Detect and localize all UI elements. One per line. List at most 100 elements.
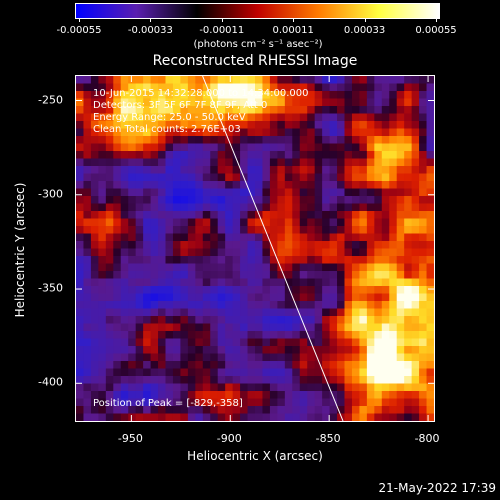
heatmap-cell xyxy=(396,346,405,355)
heatmap-cell xyxy=(262,346,271,355)
heatmap-cell xyxy=(202,301,211,310)
heatmap-cell xyxy=(381,241,390,250)
heatmap-cell xyxy=(381,233,390,242)
heatmap-cell xyxy=(322,316,331,325)
heatmap-cell xyxy=(374,226,383,235)
heatmap-cell xyxy=(396,323,405,332)
heatmap-cell xyxy=(337,376,346,385)
heatmap-cell xyxy=(284,128,293,137)
heatmap-cell xyxy=(359,218,368,227)
heatmap-cell xyxy=(150,158,159,167)
peak-position-label: Position of Peak = [-829,-358] xyxy=(93,398,243,409)
heatmap-cell xyxy=(366,398,375,407)
heatmap-cell xyxy=(329,173,338,182)
heatmap-cell xyxy=(389,263,398,272)
heatmap-cell xyxy=(240,188,249,197)
heatmap-cell xyxy=(90,98,99,107)
heatmap-cell xyxy=(120,308,129,317)
heatmap-cell xyxy=(359,256,368,265)
heatmap-cell xyxy=(381,301,390,310)
heatmap-cell xyxy=(172,293,182,302)
heatmap-cell xyxy=(299,106,308,115)
heatmap-cell xyxy=(344,413,353,421)
heatmap-cell xyxy=(374,128,383,137)
heatmap-cell xyxy=(262,226,271,235)
heatmap-cell xyxy=(195,316,204,325)
heatmap-cell xyxy=(143,301,152,310)
heatmap-cell xyxy=(202,256,211,265)
heatmap-cell xyxy=(202,173,211,182)
heatmap-cell xyxy=(284,413,293,421)
heatmap-cell xyxy=(180,98,189,107)
heatmap-cell xyxy=(255,226,264,235)
heatmap-cell xyxy=(113,196,122,205)
heatmap-cell xyxy=(277,368,286,377)
heatmap-cell xyxy=(120,376,129,385)
heatmap-cell xyxy=(419,323,428,332)
heatmap-cell xyxy=(314,331,323,340)
heatmap-cell xyxy=(426,91,434,100)
heatmap-cell xyxy=(426,106,434,115)
heatmap-cell xyxy=(247,278,256,287)
heatmap-cell xyxy=(98,361,107,370)
heatmap-cell xyxy=(292,398,301,407)
heatmap-cell xyxy=(389,361,398,370)
heatmap-cell xyxy=(255,376,264,385)
heatmap-cell xyxy=(404,83,413,92)
heatmap-cell xyxy=(83,361,92,370)
heatmap-cell xyxy=(314,98,323,107)
heatmap-cell xyxy=(105,413,114,421)
heatmap-cell xyxy=(90,361,99,370)
heatmap-cell xyxy=(240,181,249,190)
heatmap-cell xyxy=(232,391,241,400)
heatmap-cell xyxy=(150,83,159,92)
heatmap-cell xyxy=(128,368,137,377)
heatmap-cell xyxy=(165,91,174,100)
heatmap-cell xyxy=(329,406,338,415)
heatmap-cell xyxy=(381,196,390,205)
heatmap-cell xyxy=(143,391,152,400)
heatmap-cell xyxy=(128,136,137,145)
heatmap-cell xyxy=(172,256,182,265)
heatmap-cell xyxy=(247,76,256,85)
y-tick-label: -250 xyxy=(38,93,63,106)
heatmap-cell xyxy=(150,398,159,407)
heatmap-cell xyxy=(351,151,361,160)
heatmap-cell xyxy=(277,346,286,355)
heatmap-cell xyxy=(143,271,152,280)
heatmap-cell xyxy=(150,151,159,160)
heatmap-cell xyxy=(269,293,278,302)
heatmap-cell xyxy=(225,316,234,325)
heatmap-cell xyxy=(83,301,92,310)
heatmap-cell xyxy=(232,383,241,392)
heatmap-cell xyxy=(292,166,301,175)
heatmap-cell xyxy=(381,226,390,235)
heatmap-cell xyxy=(255,188,264,197)
heatmap-cell xyxy=(359,76,368,85)
heatmap-cell xyxy=(225,218,234,227)
heatmap-cell xyxy=(165,391,174,400)
heatmap-cell xyxy=(322,106,331,115)
heatmap-cell xyxy=(351,391,361,400)
heatmap-cell xyxy=(187,211,196,220)
heatmap-cell xyxy=(262,143,271,152)
heatmap-cell xyxy=(299,188,308,197)
heatmap-cell xyxy=(292,76,301,85)
heatmap-cell xyxy=(389,166,398,175)
heatmap-cell xyxy=(374,173,383,182)
heatmap-cell xyxy=(172,106,182,115)
heatmap-cell xyxy=(269,203,278,212)
heatmap-cell xyxy=(158,106,167,115)
heatmap-cell xyxy=(374,196,383,205)
heatmap-cell xyxy=(411,353,420,362)
heatmap-cell xyxy=(284,76,293,85)
heatmap-cell xyxy=(396,278,405,287)
heatmap-cell xyxy=(389,293,398,302)
heatmap-cell xyxy=(83,346,92,355)
heatmap-cell xyxy=(404,166,413,175)
heatmap-cell xyxy=(389,278,398,287)
heatmap-cell xyxy=(314,113,323,122)
heatmap-cell xyxy=(105,181,114,190)
heatmap-cell xyxy=(143,143,152,152)
heatmap-cell xyxy=(359,338,368,347)
